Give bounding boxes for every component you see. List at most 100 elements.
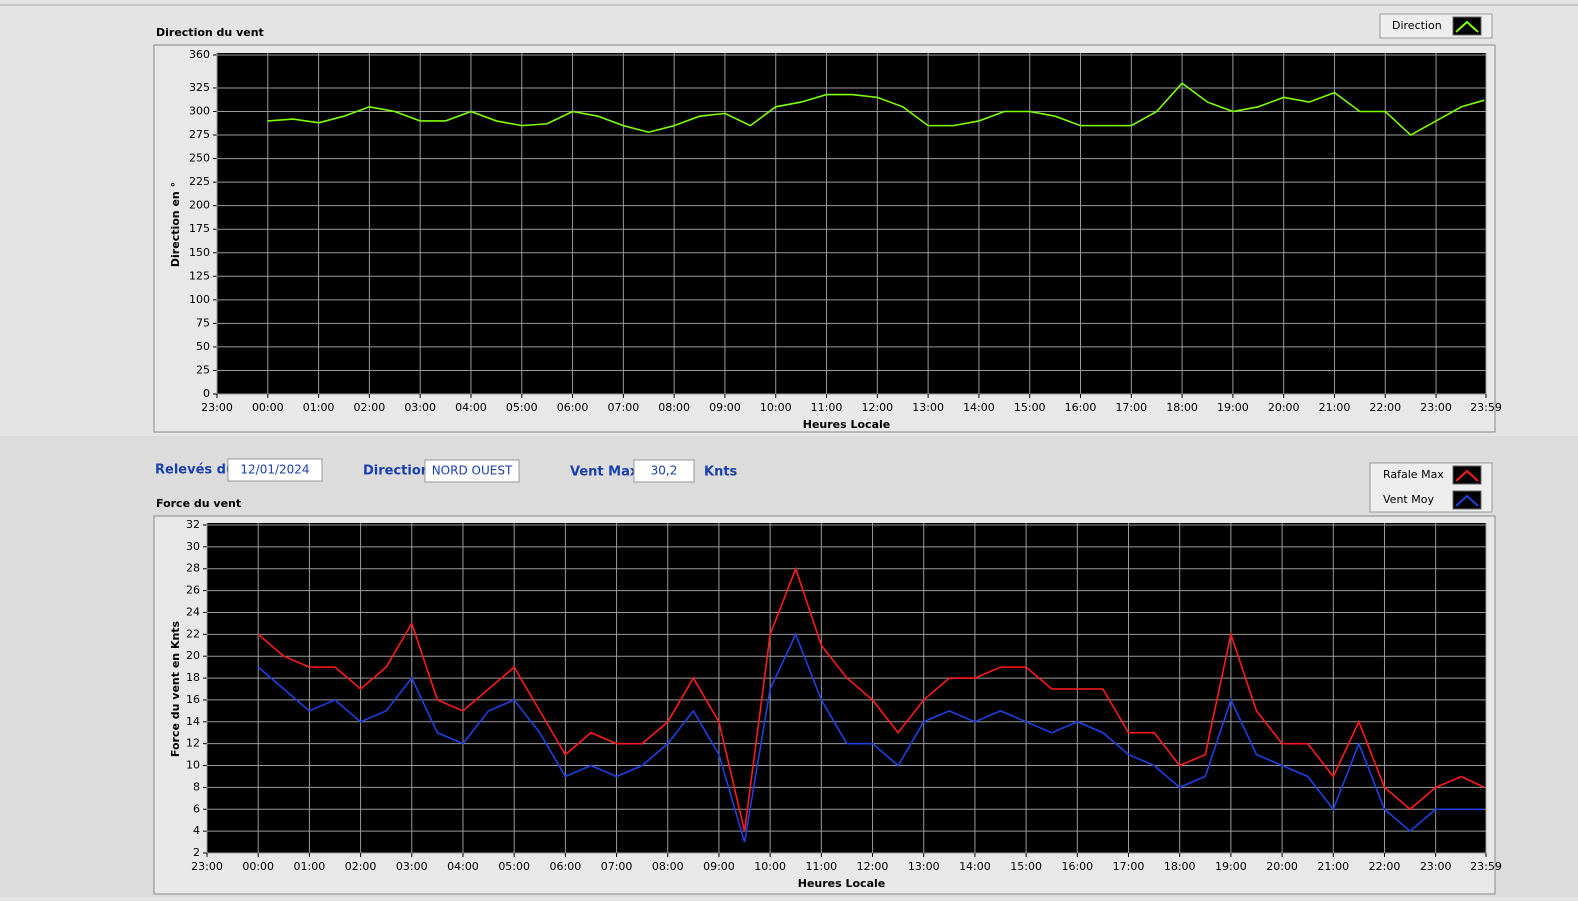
chart-title: Force du vent <box>156 497 241 510</box>
y-tick-label: 150 <box>189 246 210 259</box>
max-box[interactable] <box>633 459 695 483</box>
x-tick-label: 04:00 <box>447 860 479 873</box>
plot-area <box>217 53 1486 394</box>
y-tick-label: 200 <box>189 199 210 212</box>
y-tick-label: 18 <box>186 671 200 684</box>
direction-box[interactable] <box>424 459 520 483</box>
x-tick-label: 05:00 <box>506 401 538 414</box>
x-tick-label: 22:00 <box>1369 401 1401 414</box>
x-tick-label: 23:00 <box>1420 860 1452 873</box>
y-axis-label: Direction en ° <box>169 182 182 267</box>
date-box[interactable] <box>227 458 323 482</box>
y-tick-label: 300 <box>189 105 210 118</box>
max-value: 30,2 <box>651 464 678 478</box>
x-tick-label: 16:00 <box>1065 401 1097 414</box>
x-tick-label: 01:00 <box>294 860 326 873</box>
legend-line <box>1455 469 1479 482</box>
x-tick-label: 14:00 <box>959 860 991 873</box>
x-tick-label: 18:00 <box>1164 860 1196 873</box>
x-tick-label: 00:00 <box>252 401 284 414</box>
y-tick-label: 2 <box>193 846 200 859</box>
legend-swatch <box>1452 16 1482 36</box>
y-tick-label: 275 <box>189 128 210 141</box>
y-tick-label: 16 <box>186 693 200 706</box>
y-tick-label: 8 <box>193 780 200 793</box>
x-tick-label: 13:00 <box>912 401 944 414</box>
x-tick-label: 08:00 <box>658 401 690 414</box>
x-tick-label: 01:00 <box>303 401 335 414</box>
direction-label: Direction <box>363 464 430 479</box>
max-label: Vent Max <box>570 465 639 480</box>
x-tick-label: 14:00 <box>963 401 995 414</box>
y-tick-label: 32 <box>186 518 200 531</box>
y-tick-label: 250 <box>189 152 210 165</box>
y-tick-label: 175 <box>189 222 210 235</box>
x-tick-label: 13:00 <box>908 860 940 873</box>
legend-line <box>1455 494 1479 507</box>
y-tick-label: 225 <box>189 175 210 188</box>
y-tick-label: 10 <box>186 759 200 772</box>
y-tick-label: 28 <box>186 562 200 575</box>
date-value: 12/01/2024 <box>240 463 309 477</box>
y-tick-label: 14 <box>186 715 200 728</box>
x-tick-label: 06:00 <box>557 401 589 414</box>
x-tick-label: 07:00 <box>601 860 633 873</box>
x-axis-label: Heures Locale <box>798 877 886 890</box>
y-tick-label: 125 <box>189 269 210 282</box>
legend-label: Vent Moy <box>1383 493 1434 506</box>
y-tick-label: 4 <box>193 824 200 837</box>
y-tick-label: 22 <box>186 627 200 640</box>
x-tick-label: 12:00 <box>861 401 893 414</box>
x-tick-label: 19:00 <box>1217 401 1249 414</box>
x-tick-label: 11:00 <box>805 860 837 873</box>
x-tick-label: 02:00 <box>345 860 377 873</box>
y-tick-label: 24 <box>186 605 200 618</box>
x-tick-label: 23:59 <box>1470 860 1502 873</box>
x-tick-label: 08:00 <box>652 860 684 873</box>
y-tick-label: 6 <box>193 802 200 815</box>
y-tick-label: 20 <box>186 649 200 662</box>
x-axis-label: Heures Locale <box>803 418 891 431</box>
chart-title: Direction du vent <box>156 26 264 39</box>
x-tick-label: 10:00 <box>760 401 792 414</box>
x-tick-label: 19:00 <box>1215 860 1247 873</box>
y-tick-label: 75 <box>196 316 210 329</box>
y-tick-label: 0 <box>203 387 210 400</box>
x-tick-label: 20:00 <box>1266 860 1298 873</box>
legend-line <box>1455 20 1479 33</box>
x-tick-label: 10:00 <box>754 860 786 873</box>
x-tick-label: 00:00 <box>242 860 274 873</box>
legend-swatch <box>1452 465 1482 485</box>
x-tick-label: 23:00 <box>191 860 223 873</box>
date-label: Relevés du <box>155 463 235 478</box>
x-tick-label: 07:00 <box>608 401 640 414</box>
x-tick-label: 09:00 <box>703 860 735 873</box>
x-tick-label: 16:00 <box>1061 860 1093 873</box>
y-tick-label: 25 <box>196 363 210 376</box>
data-line <box>257 632 1485 843</box>
x-tick-label: 05:00 <box>498 860 530 873</box>
y-tick-label: 12 <box>186 737 200 750</box>
legend-label: Direction <box>1392 19 1442 32</box>
x-tick-label: 17:00 <box>1115 401 1147 414</box>
direction-value: NORD OUEST <box>432 464 513 478</box>
x-tick-label: 17:00 <box>1113 860 1145 873</box>
y-tick-label: 325 <box>189 81 210 94</box>
y-tick-label: 50 <box>196 340 210 353</box>
y-tick-label: 360 <box>189 48 210 61</box>
x-tick-label: 15:00 <box>1010 860 1042 873</box>
data-line <box>257 566 1485 832</box>
x-tick-label: 22:00 <box>1369 860 1401 873</box>
x-tick-label: 11:00 <box>811 401 843 414</box>
legend-swatch <box>1452 490 1482 510</box>
y-tick-label: 26 <box>186 584 200 597</box>
x-tick-label: 21:00 <box>1319 401 1351 414</box>
x-tick-label: 06:00 <box>550 860 582 873</box>
x-tick-label: 09:00 <box>709 401 741 414</box>
x-tick-label: 23:00 <box>1420 401 1452 414</box>
y-tick-label: 100 <box>189 293 210 306</box>
legend-label: Rafale Max <box>1383 468 1444 481</box>
x-tick-label: 02:00 <box>354 401 386 414</box>
x-tick-label: 18:00 <box>1166 401 1198 414</box>
